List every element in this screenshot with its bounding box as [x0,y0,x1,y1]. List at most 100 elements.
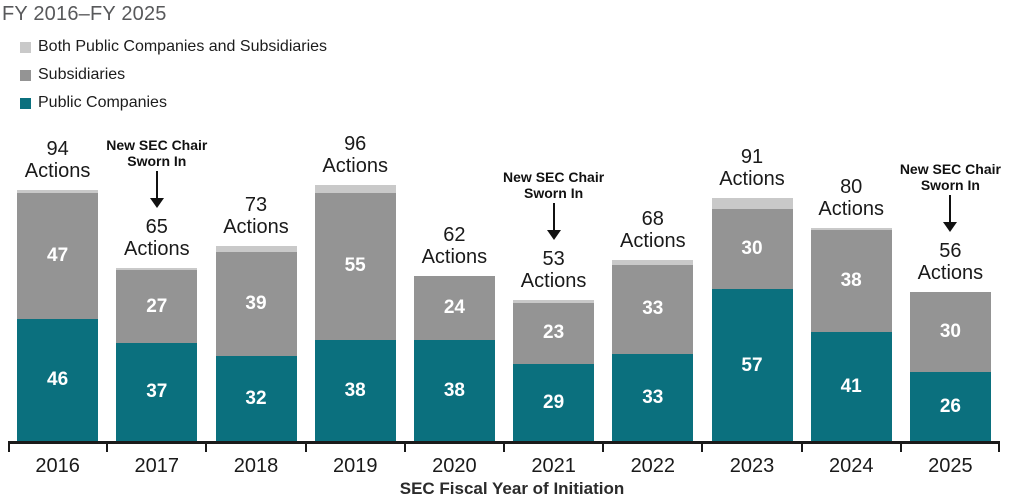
down-arrow-icon-2025 [943,194,958,232]
annotation-line: Sworn In [127,152,187,169]
bar-2019: 55 38 [314,184,396,442]
year-label-2020: 2020 [432,455,477,477]
x-axis-line [8,441,1000,452]
bar-2022: 33 33 [612,259,694,442]
segment-public-companies-2021: 29 [513,364,595,442]
total-label-2016: 94 Actions [9,138,107,182]
arrow-shaft [155,170,158,198]
legend-swatch-icon [20,97,31,109]
annotation-line: Sworn In [920,176,980,193]
segment-subsidiaries-2019: 55 [314,192,396,341]
segment-value-label: 47 [47,244,69,266]
total-count: 73 [244,194,268,217]
segment-value-label: 27 [146,295,168,317]
legend-item-subsidiaries: Subsidiaries [20,66,327,83]
total-count: 80 [840,175,863,198]
total-count: 56 [939,239,962,262]
legend-label: Public Companies [38,94,167,111]
annotation-line: Sworn In [524,184,584,201]
segment-value-label: 38 [443,380,465,402]
arrow-head [943,221,958,232]
segment-value-label: 30 [741,238,763,260]
arrow-shaft [949,194,952,222]
segment-value-label: 23 [543,322,565,344]
annotation-2017: New SEC Chair Sworn In [87,137,227,169]
axis-tick-10 [998,444,1000,452]
segment-value-label: 33 [642,298,664,320]
segment-subsidiaries-2021: 23 [513,302,595,365]
segment-value-label: 41 [840,376,862,398]
total-label-2021: 53 Actions [505,248,603,292]
total-count: 68 [641,207,664,230]
year-label-2025: 2025 [928,455,973,477]
total-suffix: Actions [818,197,884,220]
segment-subsidiaries-2018: 39 [215,251,297,357]
segment-value-label: 29 [543,392,565,414]
segment-public-companies-2018: 32 [215,356,297,442]
segment-value-label: 24 [443,297,465,318]
total-label-2019: 96 Actions [306,133,404,177]
bar-2023: 30 57 [711,198,793,442]
figure-title: FY 2016–FY 2025 [2,3,167,25]
segment-both-public-companies-and-subsidiaries-2022 [612,259,694,266]
year-label-2016: 2016 [35,455,80,477]
bar-2020: 24 38 [413,275,495,442]
segment-both-public-companies-and-subsidiaries-2023 [711,198,793,209]
total-label-2020: 62 Actions [405,224,503,268]
x-axis-title: SEC Fiscal Year of Initiation [399,479,625,498]
segment-value-label: 30 [939,321,961,343]
total-count: 62 [443,223,466,246]
total-label-2025: 56 Actions [901,240,999,284]
segment-subsidiaries-2016: 47 [17,192,99,319]
segment-value-label: 39 [245,292,267,314]
segment-subsidiaries-2023: 30 [711,208,793,290]
total-label-2024: 80 Actions [802,176,900,220]
segment-both-public-companies-and-subsidiaries-2016 [17,190,99,193]
axis-tick-3 [304,444,307,452]
segment-public-companies-2022: 33 [612,353,694,442]
total-count: 91 [740,146,764,169]
bar-2021: 23 29 [513,299,595,442]
legend-item-public-companies: Public Companies [20,94,327,111]
year-label-2024: 2024 [828,455,874,477]
total-label-2018: 73 Actions [207,194,305,238]
total-count: 94 [46,138,69,161]
annotation-2025: New SEC Chair Sworn In [880,161,1020,193]
legend-label: Subsidiaries [38,66,126,83]
bar-2024: 38 41 [810,227,892,442]
stacked-bar-chart: 47 46 94 Actions 27 37 65 Actions New SEC Chair S… [8,118,1001,442]
total-suffix: Actions [421,245,488,268]
down-arrow-icon-2021 [546,202,561,240]
total-suffix: Actions [520,269,587,292]
axis-tick-0 [8,444,10,452]
legend: Both Public Companies and Subsidiaries Su… [20,38,328,123]
total-label-2017: 65 Actions [108,216,206,260]
legend-label: Both Public Companies and Subsidiaries [38,38,328,55]
segment-subsidiaries-2020: 24 [413,275,495,341]
segment-value-label: 57 [741,354,763,376]
segment-value-label: 37 [146,381,168,403]
total-suffix: Actions [620,229,686,252]
segment-subsidiaries-2022: 33 [612,265,694,354]
segment-public-companies-2017: 37 [116,342,198,442]
annotation-line: New SEC Chair [899,160,1001,177]
total-suffix: Actions [223,216,289,239]
segment-value-label: 33 [642,386,664,408]
segment-subsidiaries-2024: 38 [810,230,892,333]
axis-tick-8 [800,444,803,452]
bar-2018: 39 32 [215,246,297,442]
segment-value-label: 38 [840,270,862,292]
total-suffix: Actions [322,154,388,177]
segment-value-label: 26 [939,396,961,418]
x-axis-tick-labels: 2016 2017 2018 2019 2020 2021 2022 2023 2024 2025 [8,455,1000,478]
down-arrow-icon-2017 [149,170,164,208]
bar-2017: 27 37 [116,267,198,442]
segment-public-companies-2019: 38 [314,340,396,442]
year-label-2018: 2018 [233,455,279,477]
segment-subsidiaries-2025: 30 [909,291,991,373]
segment-value-label: 55 [344,255,366,277]
year-label-2017: 2017 [134,455,180,477]
total-suffix: Actions [124,237,190,260]
segment-public-companies-2020: 38 [413,340,495,442]
annotation-line: New SEC Chair [106,136,208,153]
